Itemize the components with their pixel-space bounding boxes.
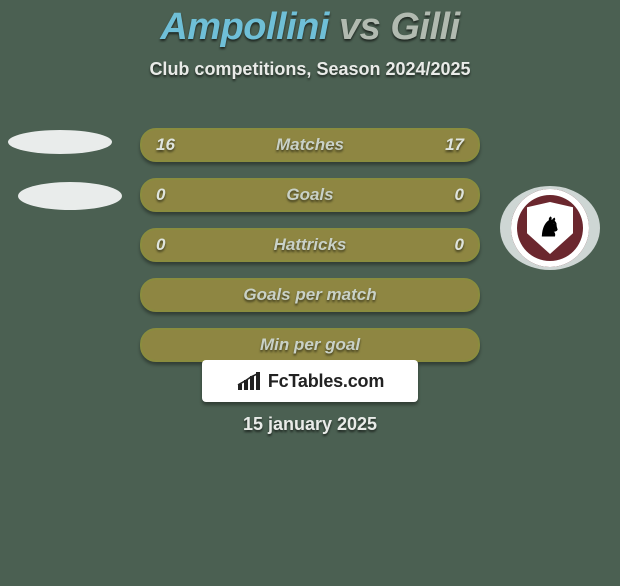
stat-right-value: 17 (445, 130, 464, 160)
stat-label: Matches (142, 130, 478, 160)
player2-name: Gilli (390, 6, 459, 48)
stat-row-goals: 0 Goals 0 (140, 178, 480, 212)
generated-date: 15 january 2025 (0, 414, 620, 435)
stat-right-value: 0 (455, 180, 464, 210)
stat-label: Hattricks (142, 230, 478, 260)
player2-club-badge-wrap: ♞ (500, 186, 600, 270)
bars-icon (236, 370, 262, 392)
stat-row-goals-per-match: Goals per match (140, 278, 480, 312)
stat-rows: 16 Matches 17 0 Goals 0 0 Hattricks 0 Go… (140, 128, 480, 378)
logo-text: FcTables.com (268, 371, 384, 392)
comparison-title: Ampollini vs Gilli (0, 6, 620, 49)
stat-row-matches: 16 Matches 17 (140, 128, 480, 162)
club-shield: ♞ (527, 202, 573, 254)
vs-word: vs (339, 6, 380, 48)
subtitle: Club competitions, Season 2024/2025 (0, 59, 620, 80)
club-emblem-icon: ♞ (538, 214, 561, 240)
player1-photo-ellipse-bottom (18, 182, 122, 210)
player2-club-badge: ♞ (511, 189, 589, 267)
player1-photo-ellipse-top (8, 130, 112, 154)
stat-label: Min per goal (142, 330, 478, 360)
stat-row-hattricks: 0 Hattricks 0 (140, 228, 480, 262)
stat-label: Goals (142, 180, 478, 210)
fctables-logo: FcTables.com (202, 360, 418, 402)
player1-name: Ampollini (160, 6, 329, 48)
stat-right-value: 0 (455, 230, 464, 260)
stat-label: Goals per match (142, 280, 478, 310)
stat-row-min-per-goal: Min per goal (140, 328, 480, 362)
